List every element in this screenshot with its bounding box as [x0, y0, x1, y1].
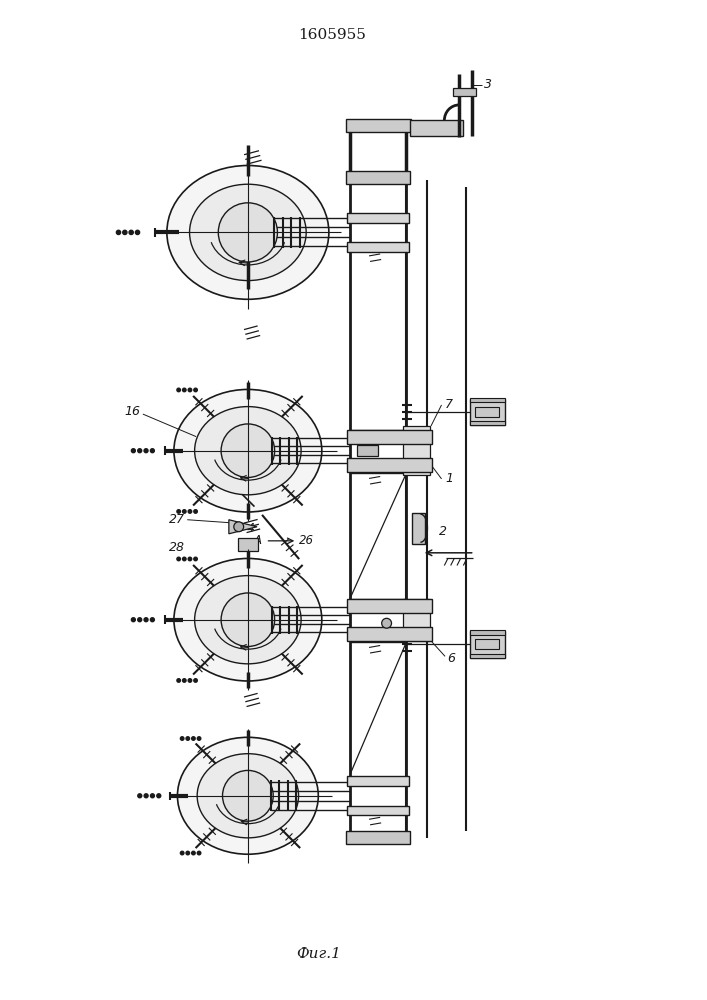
Bar — [474, 639, 499, 649]
Bar — [346, 119, 411, 132]
Bar — [404, 426, 431, 475]
Circle shape — [194, 557, 197, 561]
Circle shape — [194, 388, 197, 392]
Text: Фиг.1: Фиг.1 — [296, 947, 341, 961]
Circle shape — [197, 851, 201, 855]
Circle shape — [132, 618, 135, 622]
Bar — [347, 213, 409, 223]
Circle shape — [182, 679, 186, 682]
Circle shape — [186, 737, 189, 740]
Text: 1605955: 1605955 — [298, 28, 366, 42]
Circle shape — [117, 230, 121, 235]
Bar — [410, 120, 462, 136]
Circle shape — [188, 388, 192, 392]
Circle shape — [180, 737, 184, 740]
Bar — [469, 421, 505, 425]
Text: 2: 2 — [440, 525, 448, 538]
Circle shape — [151, 794, 154, 798]
Bar — [346, 831, 410, 844]
Bar — [412, 513, 425, 544]
Circle shape — [188, 510, 192, 513]
Ellipse shape — [194, 407, 301, 495]
Ellipse shape — [197, 754, 298, 838]
Circle shape — [182, 510, 186, 513]
Text: 28: 28 — [169, 541, 185, 554]
Polygon shape — [229, 520, 257, 534]
Bar — [404, 599, 431, 641]
Bar — [347, 458, 432, 472]
Circle shape — [177, 557, 180, 561]
Ellipse shape — [167, 165, 329, 299]
Circle shape — [129, 230, 134, 235]
Circle shape — [177, 388, 180, 392]
Circle shape — [138, 618, 141, 622]
Circle shape — [188, 679, 192, 682]
Ellipse shape — [194, 576, 301, 664]
Circle shape — [382, 618, 392, 628]
Ellipse shape — [174, 389, 322, 512]
Circle shape — [144, 794, 148, 798]
Circle shape — [194, 510, 197, 513]
Bar — [347, 430, 432, 444]
Bar — [357, 445, 378, 456]
Text: 1: 1 — [445, 472, 453, 485]
Circle shape — [123, 230, 127, 235]
Circle shape — [197, 737, 201, 740]
Bar — [347, 599, 432, 613]
Text: 4: 4 — [247, 522, 255, 535]
Bar — [469, 631, 505, 658]
Bar — [469, 399, 505, 425]
Circle shape — [192, 737, 195, 740]
Ellipse shape — [189, 184, 306, 281]
Circle shape — [221, 593, 274, 646]
Text: 16: 16 — [124, 405, 141, 418]
Circle shape — [223, 770, 273, 821]
Text: 7: 7 — [445, 398, 453, 411]
Circle shape — [194, 679, 197, 682]
Ellipse shape — [177, 737, 318, 854]
Circle shape — [138, 449, 141, 453]
Bar — [347, 806, 409, 815]
Ellipse shape — [174, 558, 322, 681]
Circle shape — [192, 851, 195, 855]
Bar — [469, 630, 505, 635]
Circle shape — [177, 510, 180, 513]
Circle shape — [132, 449, 135, 453]
Circle shape — [144, 618, 148, 622]
Circle shape — [188, 557, 192, 561]
Circle shape — [151, 618, 154, 622]
Circle shape — [186, 851, 189, 855]
Circle shape — [221, 424, 274, 477]
Circle shape — [138, 794, 141, 798]
Bar — [469, 654, 505, 658]
Circle shape — [182, 388, 186, 392]
Circle shape — [144, 449, 148, 453]
Circle shape — [177, 679, 180, 682]
Bar — [453, 88, 476, 96]
Circle shape — [157, 794, 160, 798]
Circle shape — [136, 230, 139, 235]
Circle shape — [151, 449, 154, 453]
Text: 26: 26 — [298, 534, 314, 547]
Bar — [347, 627, 432, 641]
Bar — [474, 407, 499, 417]
Bar — [469, 398, 505, 402]
Circle shape — [218, 203, 277, 262]
Text: A: A — [254, 534, 262, 547]
Text: 6: 6 — [447, 652, 455, 665]
Circle shape — [234, 522, 244, 532]
Text: 27: 27 — [169, 513, 185, 526]
Circle shape — [180, 851, 184, 855]
Bar — [346, 171, 410, 184]
Bar — [238, 538, 258, 551]
Circle shape — [182, 557, 186, 561]
Bar — [347, 242, 409, 252]
Text: 3: 3 — [484, 78, 492, 91]
Bar — [347, 776, 409, 786]
